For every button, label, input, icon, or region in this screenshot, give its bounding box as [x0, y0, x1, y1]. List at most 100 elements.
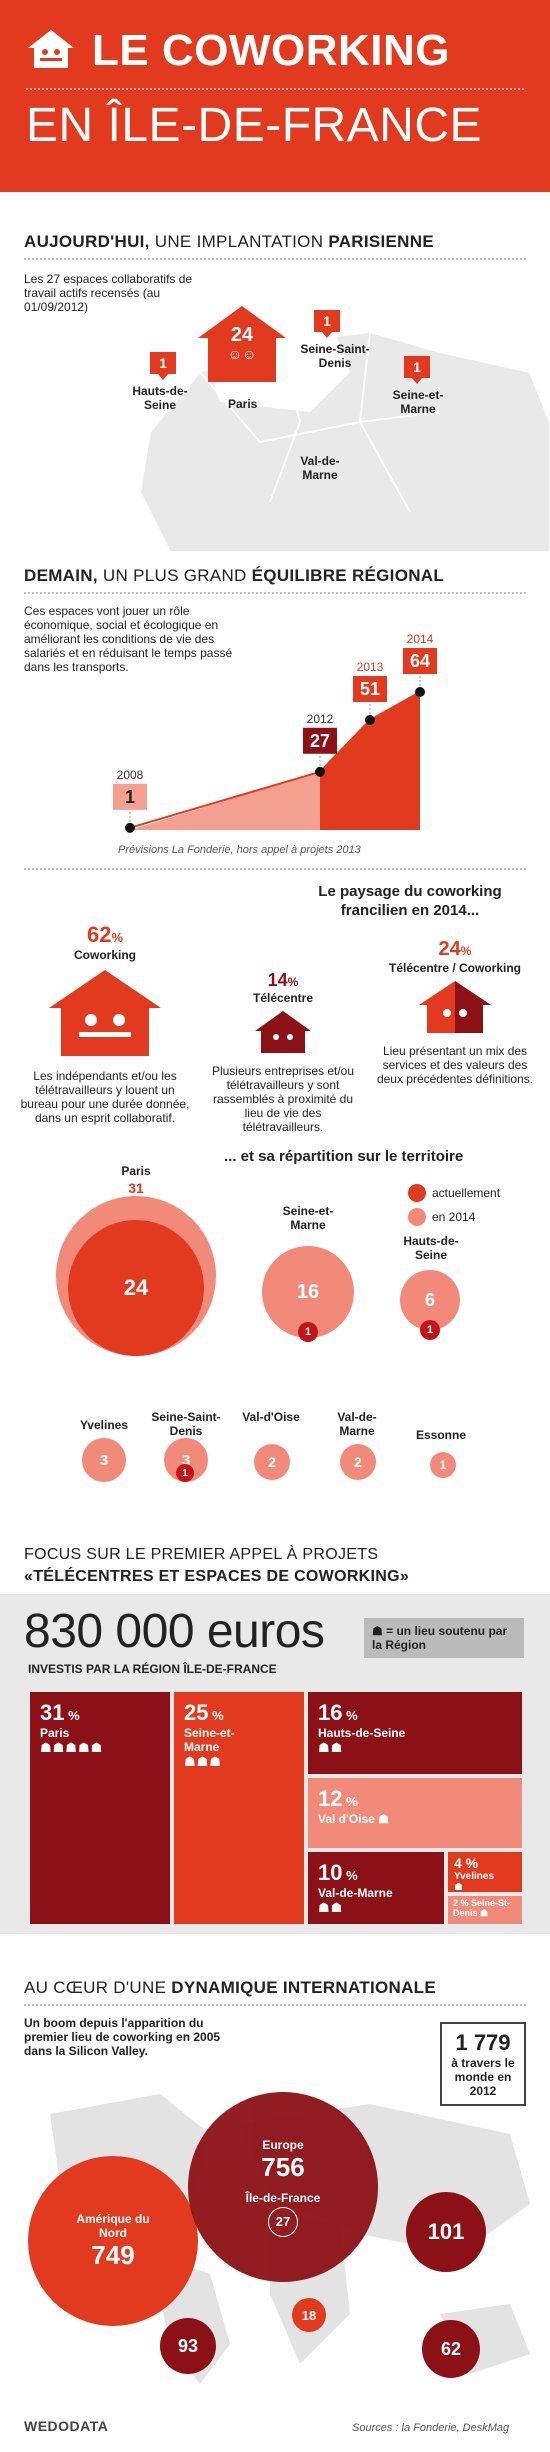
world-count-label: à travers le monde en 2012 — [451, 2056, 515, 2098]
international-intro: Un boom depuis l'apparition du premier l… — [24, 2016, 221, 2058]
telecentre-house-icon — [255, 1011, 311, 1053]
world-count: 1 779 — [455, 2030, 511, 2055]
telecentre-label: Télécentre — [252, 991, 314, 1005]
chart-year-label-2013: 2013 — [357, 660, 384, 674]
chart-area-late — [320, 692, 420, 830]
chart-year-label-2012: 2012 — [307, 712, 334, 726]
section-today-intro: Les 27 espaces collaboratifs de travail … — [24, 272, 193, 314]
chart-value-box-2013 — [353, 676, 387, 703]
paris-house-icon — [198, 306, 286, 382]
region-europe-circle: Europe 756 Île-de-France 27 — [188, 2092, 378, 2282]
coworking-desc: Les indépendants et/ou les télétravaille… — [20, 1069, 190, 1125]
dist-yvelines-name: Yvelines — [79, 1418, 129, 1432]
dist-val-doise-future-circle: 2 — [254, 1444, 290, 1480]
dist-val-de-marne-name: Val-de-Marne — [337, 1410, 377, 1438]
section-tomorrow: DEMAIN, UN PLUS GRAND ÉQUILIBRE RÉGIONAL… — [0, 552, 550, 862]
region-africa-circle: 18 — [292, 2298, 326, 2332]
chart-note: Prévisions La Fonderie, hors appel à pro… — [118, 844, 361, 856]
map-seine-saint-denis-label: Seine-Saint-Denis — [300, 342, 370, 370]
dist-hauts-de-seine-now-circle: 1 — [420, 1320, 440, 1340]
header-title-line2: EN ÎLE-DE-FRANCE — [26, 99, 483, 152]
mixed-house-icon — [419, 981, 491, 1033]
coworking-pct: 62 — [86, 922, 112, 947]
dist-seine-saint-denis-name: Seine-Saint-Denis — [151, 1410, 221, 1438]
map-seine-et-marne-pin: 1 — [404, 356, 430, 384]
chart-value-label-2013: 51 — [360, 679, 380, 699]
header-divider — [26, 88, 524, 90]
map-val-de-marne-label: Val-de-Marne — [300, 454, 340, 482]
chart-value-box-2014 — [403, 648, 437, 674]
dist-hauts-de-seine-name: Hauts-de-Seine — [403, 1234, 459, 1262]
dist-seine-saint-denis-now-circle: 1 — [176, 1464, 194, 1482]
chart-value-box-2012 — [303, 727, 337, 754]
tile-yvelines: 4 % Yvelines ☗ — [448, 1852, 522, 1893]
chart-year-label-2014: 2014 — [407, 632, 434, 646]
region-north-america-circle: Amérique du Nord 749 — [28, 2156, 198, 2326]
chart-value-label-2012: 27 — [310, 731, 330, 751]
header-title-line1: LE COWORKING — [92, 26, 450, 75]
coworkers-icon: ☺☺ — [227, 346, 257, 362]
wedodata-logo: WEDODATA — [24, 2418, 109, 2434]
map-paris: 24 ☺☺ — [196, 304, 288, 384]
tile-yvelines-house-icons: ☗ — [454, 1882, 463, 1893]
section-tomorrow-title: DEMAIN, UN PLUS GRAND ÉQUILIBRE RÉGIONAL — [24, 566, 445, 585]
legend-now-label: actuellement — [432, 1186, 501, 1200]
chart-series-line — [129, 691, 421, 829]
landscape-title: Le paysage du coworking francilien en 20… — [318, 883, 502, 919]
distribution-title: ... et sa répartition sur le territoire — [224, 1148, 464, 1165]
telecentre-pct: 14 — [267, 970, 288, 990]
section-funding: 830 000 euros INVESTIS PAR LA RÉGION ÎLE… — [0, 1594, 550, 1934]
legend-2014-dot — [408, 1208, 426, 1226]
legend-now-dot — [408, 1184, 426, 1202]
tile-paris: 31 % Paris ☗☗☗☗☗ — [30, 1692, 170, 1924]
region-north-america-value: 749 — [91, 2239, 135, 2270]
international-title: AU CŒUR D'UNE DYNAMIQUE INTERNATIONALE — [24, 1978, 436, 1997]
map-seine-saint-denis-pin: 1 — [314, 310, 340, 338]
dist-paris-now-circle: 24 — [68, 1220, 204, 1356]
dist-yvelines-future-circle: 3 — [82, 1438, 126, 1482]
dist-essonne-future-circle: 1 — [430, 1452, 456, 1478]
coworking-house-icon — [49, 970, 161, 1056]
region-south-america-circle: 93 — [160, 2318, 216, 2374]
map-hauts-de-seine-pin: 1 — [150, 352, 176, 380]
tile-seine-st-denis: 2 % Seine-St-Denis ☗ — [448, 1896, 522, 1924]
dist-paris-future: 31 — [128, 1180, 144, 1196]
funding-amount: 830 000 euros — [24, 1605, 325, 1658]
region-europe-value: 756 — [261, 2151, 305, 2182]
map-paris-label: Paris — [228, 397, 258, 411]
chart-value-box-2008 — [113, 783, 147, 810]
chart-point-2013 — [365, 715, 375, 726]
region-idf-value: 27 — [268, 2206, 298, 2237]
chart-point-2012 — [315, 766, 325, 777]
tile-val-de-marne: 10 % Val-de-Marne ☗☗ — [308, 1852, 444, 1924]
dist-val-doise-name: Val-d'Oise — [242, 1410, 300, 1424]
chart-point-2014 — [415, 687, 425, 697]
landscape-coworking: 62% Coworking Les indépendants et/ou les… — [20, 922, 190, 1125]
mixed-pct: 24 — [438, 938, 461, 960]
funding-subtitle: INVESTIS PAR LA RÉGION ÎLE-DE-FRANCE — [28, 1662, 277, 1676]
mixed-desc: Lieu présentant un mix des services et d… — [376, 1044, 534, 1086]
tile-seine-st-denis-house-icons: ☗ — [480, 1908, 489, 1918]
sources: Sources : la Fonderie, DeskMag — [352, 2422, 510, 2434]
dist-val-de-marne-future-circle: 2 — [340, 1444, 376, 1480]
house-logo-icon — [26, 28, 76, 70]
section-international: AU CŒUR D'UNE DYNAMIQUE INTERNATIONALE U… — [0, 1934, 550, 2452]
tile-hauts-de-seine-house-icons: ☗☗ — [318, 1740, 344, 1755]
world-count-box: 1 779 à travers le monde en 2012 — [440, 2022, 526, 2106]
tile-hauts-de-seine: 16 % Hauts-de-Seine ☗☗ — [308, 1692, 522, 1774]
tile-val-doise: 12 % Val d'Oise ☗ — [308, 1778, 522, 1848]
map-seine-et-marne-label: Seine-et-Marne — [392, 388, 444, 416]
map-paris-count: 24 — [230, 324, 254, 346]
section-today-title: AUJOURD'HUI, UNE IMPLANTATION PARISIENNE — [24, 232, 434, 251]
landscape-mixed: 24% Télécentre / Coworking Lieu présenta… — [376, 938, 534, 1086]
section-today: AUJOURD'HUI, UNE IMPLANTATION PARISIENNE… — [0, 192, 550, 552]
dist-seine-et-marne-name: Seine-et-Marne — [282, 1204, 334, 1232]
region-asia-circle: 101 — [406, 2192, 486, 2272]
header-banner: LE COWORKING EN ÎLE-DE-FRANCE — [0, 0, 550, 192]
dist-seine-et-marne-now-circle: 1 — [298, 1322, 318, 1342]
focus-title-line2: «TÉLÉCENTRES ET ESPACES DE COWORKING» — [24, 1568, 410, 1585]
funding-legend-house-icon: ☗ — [372, 1624, 383, 1638]
map-hauts-de-seine-label: Hauts-de-Seine — [132, 384, 188, 412]
chart-value-label-2014: 64 — [410, 651, 430, 671]
chart-year-label-2008: 2008 — [117, 768, 144, 782]
